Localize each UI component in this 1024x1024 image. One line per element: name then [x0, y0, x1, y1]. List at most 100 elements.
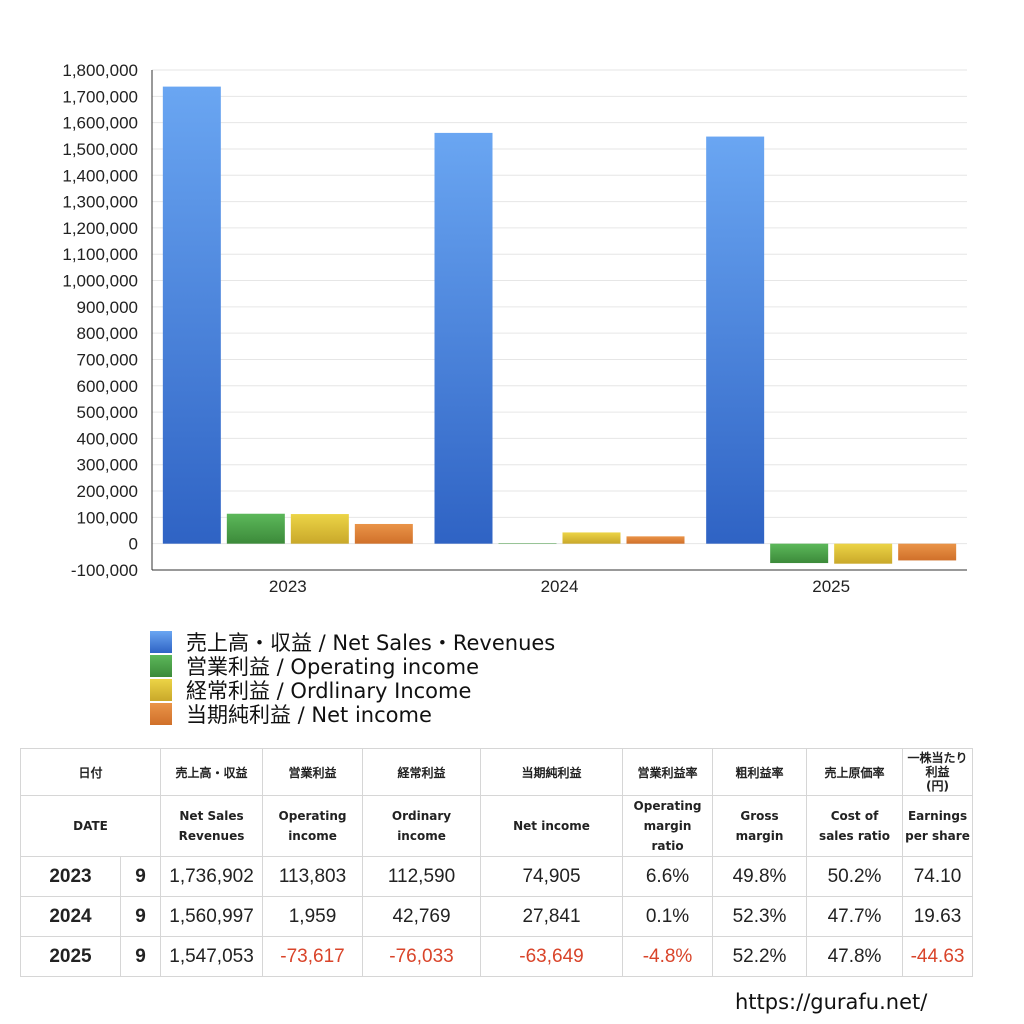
bar	[770, 543, 829, 564]
bar	[354, 523, 413, 544]
footer-url[interactable]: https://gurafu.net/	[735, 990, 928, 1014]
header-eps-jp-line2: (円)	[926, 779, 949, 793]
cell-cost: 47.8%	[806, 936, 904, 977]
bar	[498, 543, 557, 544]
bar	[290, 514, 349, 544]
y-tick-label: 1,500,000	[62, 140, 138, 159]
cell-gm: 52.3%	[712, 896, 808, 937]
header-net-jp: 当期純利益	[480, 748, 624, 796]
header-sales-jp: 売上高・収益	[160, 748, 264, 796]
bar	[434, 132, 493, 544]
y-tick-label: 400,000	[77, 429, 138, 448]
table-row: 2024 9 1,560,997 1,959 42,769 27,841 0.1…	[20, 896, 974, 937]
y-tick-label: 1,600,000	[62, 114, 138, 133]
header-eps-jp-line1: 一株当たり利益	[907, 751, 968, 779]
y-tick-label: 600,000	[77, 377, 138, 396]
header-opm-en-3: ratio	[651, 839, 684, 853]
cell-op: 113,803	[262, 856, 364, 897]
bar-chart: 1,800,000 1,700,000 1,600,000 1,500,000 1,40…	[62, 61, 967, 596]
financial-table: 日付 売上高・収益 営業利益 経常利益 当期純利益 営業利益率 粗利益率 売上原…	[19, 748, 974, 977]
header-eps-en-1: Earnings	[907, 809, 968, 823]
cell-net: 27,841	[480, 896, 624, 937]
header-eps-en-2: per share	[905, 829, 970, 843]
cell-gm: 52.2%	[712, 936, 808, 977]
cell-net: 74,905	[480, 856, 624, 897]
cell-opm: 0.1%	[622, 896, 714, 937]
axes: 1,800,000 1,700,000 1,600,000 1,500,000 1,40…	[62, 61, 967, 596]
cell-opm: -4.8%	[622, 936, 714, 977]
legend-label: 売上高・収益 / Net Sales・Revenues	[186, 631, 556, 655]
table-row: 2023 9 1,736,902 113,803 112,590 74,905 …	[20, 856, 974, 897]
legend-item-ordinary-income: 経常利益 / Ordlinary Income	[150, 678, 555, 703]
y-tick-label: 1,300,000	[62, 193, 138, 212]
y-tick-label: 800,000	[77, 324, 138, 343]
y-tick-label: 1,100,000	[62, 245, 138, 264]
header-date-jp: 日付	[19, 748, 162, 796]
gridlines	[152, 69, 967, 571]
cell-year: 2025	[20, 936, 121, 977]
header-opm-jp: 営業利益率	[622, 748, 714, 796]
y-tick-label: 1,000,000	[62, 272, 138, 291]
header-opm-en: Operating margin ratio	[622, 795, 714, 857]
header-opm-en-2: margin	[643, 819, 692, 833]
y-tick-label: 0	[129, 535, 138, 554]
cell-ord: -76,033	[362, 936, 482, 977]
legend-swatch-operating-income	[150, 655, 172, 677]
bar	[706, 136, 765, 544]
x-tick-label: 2024	[541, 577, 579, 596]
legend-swatch-net-sales	[150, 631, 172, 653]
cell-month: 9	[119, 856, 162, 897]
header-cost-en-2: sales ratio	[819, 829, 890, 843]
cell-eps: 74.10	[902, 856, 974, 897]
cell-net: -63,649	[480, 936, 624, 977]
legend-item-net-income: 当期純利益 / Net income	[150, 702, 555, 727]
header-op-en: Operating income	[262, 795, 364, 857]
cell-month: 9	[119, 936, 162, 977]
bar	[898, 543, 957, 561]
header-ord-en: Ordinary income	[362, 795, 482, 857]
header-net-en: Net income	[480, 795, 624, 857]
legend-label: 経常利益 / Ordlinary Income	[186, 679, 472, 703]
cell-year: 2023	[20, 856, 121, 897]
header-cost-en: Cost of sales ratio	[806, 795, 904, 857]
header-eps-jp: 一株当たり利益 (円)	[902, 748, 974, 796]
header-gm-en-2: margin	[735, 829, 784, 843]
cell-month: 9	[119, 896, 162, 937]
y-tick-label: 200,000	[77, 482, 138, 501]
header-cost-jp: 売上原価率	[806, 748, 904, 796]
header-op-jp: 営業利益	[262, 748, 364, 796]
bar	[626, 536, 685, 544]
bar	[162, 86, 221, 544]
header-row-jp: 日付 売上高・収益 営業利益 経常利益 当期純利益 営業利益率 粗利益率 売上原…	[19, 748, 974, 796]
cell-ord: 42,769	[362, 896, 482, 937]
header-eps-en: Earnings per share	[902, 795, 974, 857]
y-tick-label: 1,200,000	[62, 219, 138, 238]
cell-sales: 1,560,997	[160, 896, 264, 937]
cell-eps: -44.63	[902, 936, 974, 977]
bars	[162, 86, 957, 564]
cell-op: -73,617	[262, 936, 364, 977]
header-gm-en-1: Gross	[740, 809, 779, 823]
y-tick-label: 700,000	[77, 350, 138, 369]
y-tick-label: -100,000	[71, 561, 138, 580]
cell-opm: 6.6%	[622, 856, 714, 897]
y-tick-label: 100,000	[77, 508, 138, 527]
legend: 売上高・収益 / Net Sales・Revenues 営業利益 / Opera…	[150, 630, 556, 727]
legend-swatch-ordinary-income	[150, 679, 172, 701]
y-tick-label: 1,800,000	[62, 61, 138, 80]
header-cost-en-1: Cost of	[830, 809, 879, 823]
legend-swatch-net-income	[150, 703, 172, 725]
header-row-en: DATE Net Sales Revenues Operating income O…	[19, 795, 974, 857]
cell-eps: 19.63	[902, 896, 974, 937]
header-opm-en-1: Operating	[633, 799, 702, 813]
y-tick-label: 900,000	[77, 298, 138, 317]
y-tick-label: 1,700,000	[62, 87, 138, 106]
header-ord-en-1: Ordinary	[391, 809, 452, 823]
header-ord-jp: 経常利益	[362, 748, 482, 796]
table-row: 2025 9 1,547,053 -73,617 -76,033 -63,649…	[20, 936, 974, 977]
y-tick-label: 500,000	[77, 403, 138, 422]
cell-sales: 1,736,902	[160, 856, 264, 897]
header-op-en-2: income	[288, 829, 337, 843]
header-sales-en: Net Sales Revenues	[160, 795, 264, 857]
y-tick-label: 1,400,000	[62, 166, 138, 185]
